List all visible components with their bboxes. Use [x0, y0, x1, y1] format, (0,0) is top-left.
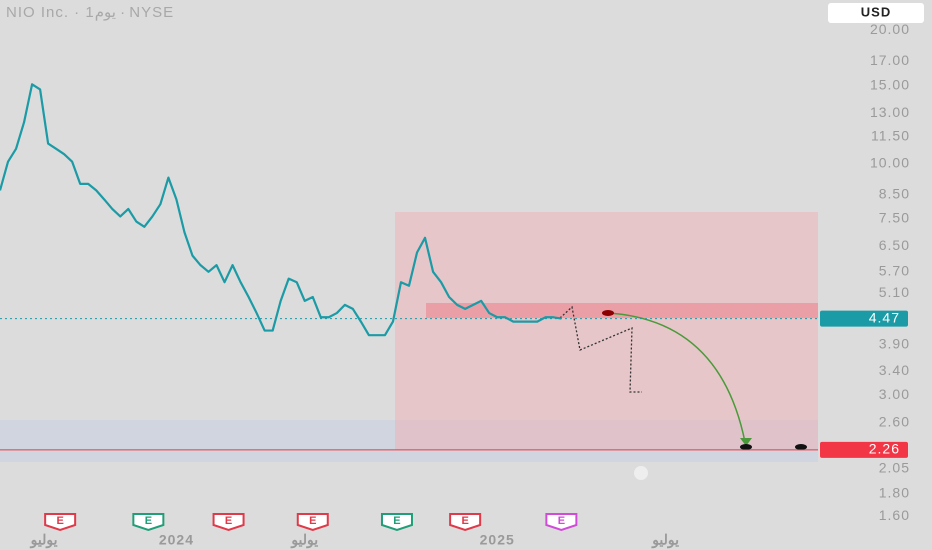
y-tick-label: 2.05: [879, 459, 910, 475]
start-dot: [602, 310, 614, 316]
event-badge: [132, 513, 165, 532]
y-tick-label: 10.00: [870, 154, 910, 170]
x-tick-label: يوليو: [30, 532, 58, 549]
resistance-zone: [426, 303, 818, 318]
event-badge: [545, 513, 578, 532]
event-label: E: [393, 515, 400, 527]
end-dot: [795, 444, 807, 450]
y-tick-label: 11.50: [871, 127, 910, 143]
y-tick-label: 20.00: [870, 21, 910, 37]
currency[interactable]: USD: [861, 4, 891, 19]
event-label: E: [309, 515, 316, 527]
y-tick-label: 7.50: [879, 210, 910, 226]
event-label: E: [56, 515, 63, 527]
x-tick-label: 2025: [480, 532, 515, 548]
y-tick-label: 3.00: [879, 386, 910, 402]
event-badge: [44, 513, 77, 532]
y-tick-label: 8.50: [879, 186, 910, 202]
y-tick-label: 5.10: [879, 284, 910, 300]
event-label: E: [225, 515, 232, 527]
y-tick-label: 6.50: [879, 237, 910, 253]
target_price-tag: [820, 441, 908, 458]
y-tick-label: 13.00: [870, 104, 910, 120]
event-badge: [296, 513, 329, 532]
y-tick-label: 1.60: [879, 507, 910, 523]
end-dot: [740, 444, 752, 450]
target-arc: [607, 312, 746, 443]
x-tick-label: يوليو: [651, 532, 679, 549]
price-line: [0, 83, 562, 337]
event-badge: [380, 513, 413, 532]
currency-button[interactable]: [828, 3, 924, 23]
y-tick-label: 5.70: [879, 262, 910, 278]
risk-zone: [395, 212, 818, 450]
chart-title: NIO Inc. · 1يوم · NYSE: [6, 4, 174, 21]
support-zone: [0, 420, 818, 462]
event-badge: [212, 513, 245, 532]
last_price-label: 4.47: [869, 309, 900, 325]
projection-path: [559, 305, 642, 393]
event-badge: [449, 513, 482, 532]
event-label: E: [461, 515, 468, 527]
event-label: E: [145, 515, 152, 527]
arrow-head: [740, 438, 752, 446]
y-tick-label: 2.60: [879, 414, 910, 430]
event-label: E: [558, 515, 565, 527]
x-tick-label: 2024: [159, 532, 194, 548]
scroll-handle[interactable]: [634, 466, 648, 480]
y-tick-label: 1.80: [879, 484, 910, 500]
last_price-tag: [820, 310, 908, 327]
x-tick-label: يوليو: [290, 532, 318, 549]
target_price-label: 2.26: [869, 441, 900, 457]
y-tick-label: 17.00: [870, 52, 910, 68]
y-tick-label: 15.00: [870, 76, 910, 92]
y-tick-label: 3.90: [879, 336, 910, 352]
y-tick-label: 3.40: [879, 362, 910, 378]
